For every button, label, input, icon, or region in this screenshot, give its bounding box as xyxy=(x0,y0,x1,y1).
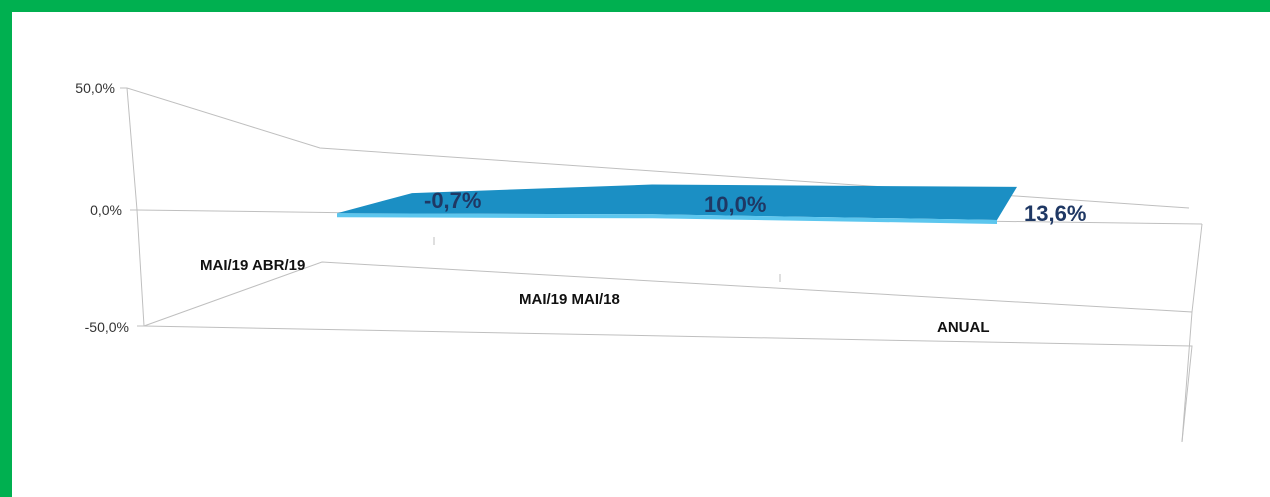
floor-right xyxy=(1191,223,1203,313)
data-label-0: -0,7% xyxy=(424,188,481,213)
category-label-0: MAI/19 ABR/19 xyxy=(200,257,305,274)
chart-frame: 50,0% 0,0% -50,0% -0,7% 10,0% 13,6% MAI/… xyxy=(12,12,1270,497)
area-top-face xyxy=(337,184,1017,220)
category-label-1: MAI/19 MAI/18 xyxy=(519,291,620,308)
data-label-1: 10,0% xyxy=(704,192,766,217)
chart: 50,0% 0,0% -50,0% -0,7% 10,0% 13,6% MAI/… xyxy=(75,80,1203,443)
series-area xyxy=(337,184,1017,224)
floor-back xyxy=(143,325,1193,443)
floor-front-left xyxy=(143,261,1193,443)
axis-left xyxy=(126,87,145,327)
y-tick-label-bottom: -50,0% xyxy=(85,319,129,335)
category-label-2: ANUAL xyxy=(937,319,990,336)
y-tick-label-top: 50,0% xyxy=(75,80,115,96)
y-tick-label-zero: 0,0% xyxy=(90,202,122,218)
area-front-edge xyxy=(337,213,997,224)
data-label-2: 13,6% xyxy=(1024,201,1086,226)
